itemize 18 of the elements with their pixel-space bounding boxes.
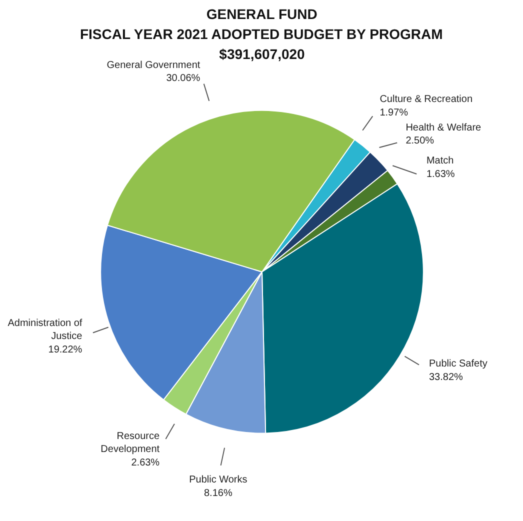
data-label: 1.63% [426,168,455,180]
slice-label: Public Works [189,474,248,486]
slice-label: General Government [106,60,200,71]
data-label: 33.82% [428,372,464,383]
slice-label: Resource Development [100,430,160,456]
data-label: 8.16% [204,488,232,499]
data-label: 30.06% [166,72,200,84]
data-label: 1.97% [380,107,408,118]
slice-label: Match [426,156,454,167]
data-label: 2.50% [406,136,434,147]
data-label: 19.22% [48,344,82,356]
data-label: 2.63% [131,457,160,468]
chart-subtitle: $391,607,020 [219,46,306,62]
slice-label: Public Safety [428,358,488,370]
slice-label: Culture & Recreation [380,94,473,106]
slice-label: Health & Welfare [406,122,482,134]
slice-label: Administration of Justice [8,318,83,342]
chart-title: GENERAL FUND FISCAL YEAR 2021 ADOPTED BUDGET BY PROGRAM [80,6,443,42]
